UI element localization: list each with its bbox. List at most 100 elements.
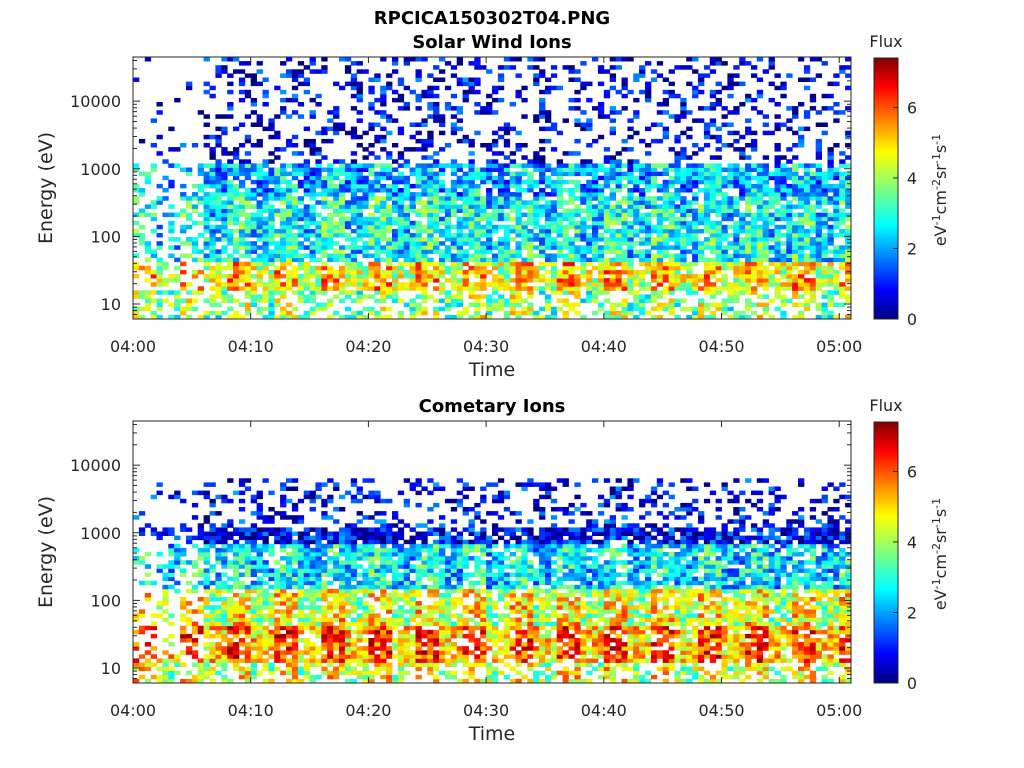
- spectrogram-cell: [462, 278, 469, 283]
- spectrogram-cell: [692, 69, 699, 74]
- spectrogram-cell: [333, 233, 340, 238]
- spectrogram-cell: [327, 175, 334, 181]
- spectrogram-cell: [486, 93, 493, 99]
- spectrogram-cell: [709, 302, 717, 308]
- spectrogram-cell: [821, 678, 828, 684]
- spectrogram-cell: [327, 220, 334, 226]
- spectrogram-cell: [833, 233, 840, 238]
- spectrogram-cell: [809, 196, 817, 201]
- spectrogram-cell: [662, 670, 669, 676]
- spectrogram-cell: [456, 61, 463, 66]
- spectrogram-cell: [191, 274, 199, 279]
- spectrogram-cell: [227, 278, 234, 283]
- spectrogram-cell: [597, 662, 605, 667]
- spectrogram-cell: [645, 61, 652, 66]
- spectrogram-cell: [645, 294, 652, 299]
- spectrogram-cell: [303, 163, 310, 168]
- spectrogram-cell: [621, 306, 628, 312]
- spectrogram-cell: [692, 183, 699, 189]
- spectrogram-cell: [262, 678, 269, 684]
- spectrogram-cell: [409, 237, 416, 242]
- spectrogram-cell: [780, 265, 787, 271]
- spectrogram-cell: [515, 192, 522, 197]
- spectrogram-cell: [238, 241, 246, 246]
- spectrogram-cell: [621, 249, 628, 254]
- spectrogram-cell: [698, 658, 705, 663]
- spectrogram-cell: [827, 106, 834, 111]
- spectrogram-cell: [403, 188, 410, 193]
- spectrogram-cell: [209, 666, 216, 672]
- spectrogram-cell: [574, 674, 581, 680]
- spectrogram-cell: [680, 65, 687, 70]
- spectrogram-cell: [768, 228, 775, 234]
- spectrogram-cell: [238, 278, 246, 283]
- spectrogram-cell: [627, 654, 634, 659]
- spectrogram-cell: [180, 228, 187, 234]
- spectrogram-cell: [456, 196, 463, 201]
- spectrogram-cell: [427, 167, 434, 172]
- spectrogram-cell: [833, 314, 840, 320]
- spectrogram-cell: [762, 122, 769, 127]
- spectrogram-cell: [433, 102, 440, 107]
- spectrogram-cell: [321, 666, 328, 672]
- spectrogram-cell: [297, 666, 305, 672]
- spectrogram-cell: [427, 278, 434, 283]
- spectrogram-cell: [668, 175, 675, 181]
- spectrogram-cell: [662, 89, 669, 95]
- spectrogram-cell: [739, 237, 746, 242]
- spectrogram-cell: [639, 658, 646, 663]
- spectrogram-cell: [580, 269, 587, 275]
- spectrogram-cell: [386, 294, 393, 299]
- spectrogram-cell: [403, 204, 410, 209]
- spectrogram-cell: [492, 200, 499, 205]
- spectrogram-cell: [291, 290, 299, 295]
- spectrogram-cell: [303, 674, 310, 680]
- spectrogram-cell: [403, 220, 410, 226]
- spectrogram-cell: [556, 290, 563, 295]
- spectrogram-cell: [733, 65, 740, 70]
- spectrogram-cell: [627, 167, 634, 172]
- spectrogram-cell: [674, 286, 681, 291]
- spectrogram-cell: [144, 269, 152, 275]
- spectrogram-cell: [333, 81, 340, 87]
- spectrogram-cell: [380, 298, 387, 303]
- spectrogram-cell: [468, 200, 475, 205]
- spectrogram-cell: [809, 265, 817, 271]
- spectrogram-cell: [497, 269, 505, 275]
- spectrogram-cell: [815, 151, 822, 156]
- spectrogram-cell: [215, 171, 222, 177]
- spectrogram-cell: [197, 196, 204, 201]
- spectrogram-cell: [156, 306, 163, 312]
- spectrogram-cell: [633, 130, 640, 136]
- spectrogram-cell: [374, 274, 381, 279]
- spectrogram-cell: [497, 208, 505, 213]
- spectrogram-cell: [768, 61, 775, 66]
- spectrogram-cell: [427, 269, 434, 275]
- spectrogram-cell: [209, 183, 216, 189]
- spectrogram-cell: [509, 208, 516, 213]
- spectrogram-cell: [468, 302, 475, 308]
- spectrogram-cell: [609, 85, 616, 91]
- spectrogram-cell: [468, 192, 475, 197]
- spectrogram-cell: [191, 306, 199, 312]
- spectrogram-cell: [497, 171, 505, 177]
- spectrogram-cell: [680, 249, 687, 254]
- spectrogram-cell: [456, 282, 463, 287]
- spectrogram-cell: [333, 183, 340, 189]
- spectrogram-cell: [815, 175, 822, 181]
- spectrogram-cell: [303, 216, 310, 222]
- spectrogram-cell: [309, 147, 316, 152]
- spectrogram-cell: [662, 278, 669, 283]
- spectrogram-cell: [268, 278, 275, 283]
- spectrogram-cell: [362, 650, 369, 655]
- spectrogram-cell: [668, 245, 675, 250]
- spectrogram-cell: [809, 175, 817, 181]
- spectrogram-cell: [539, 290, 546, 295]
- spectrogram-cell: [368, 106, 375, 111]
- spectrogram-cell: [786, 147, 793, 152]
- spectrogram-cell: [274, 249, 281, 254]
- spectrogram-cell: [262, 204, 269, 209]
- spectrogram-cell: [450, 314, 458, 320]
- spectrogram-cell: [815, 216, 822, 222]
- spectrogram-cell: [397, 253, 405, 258]
